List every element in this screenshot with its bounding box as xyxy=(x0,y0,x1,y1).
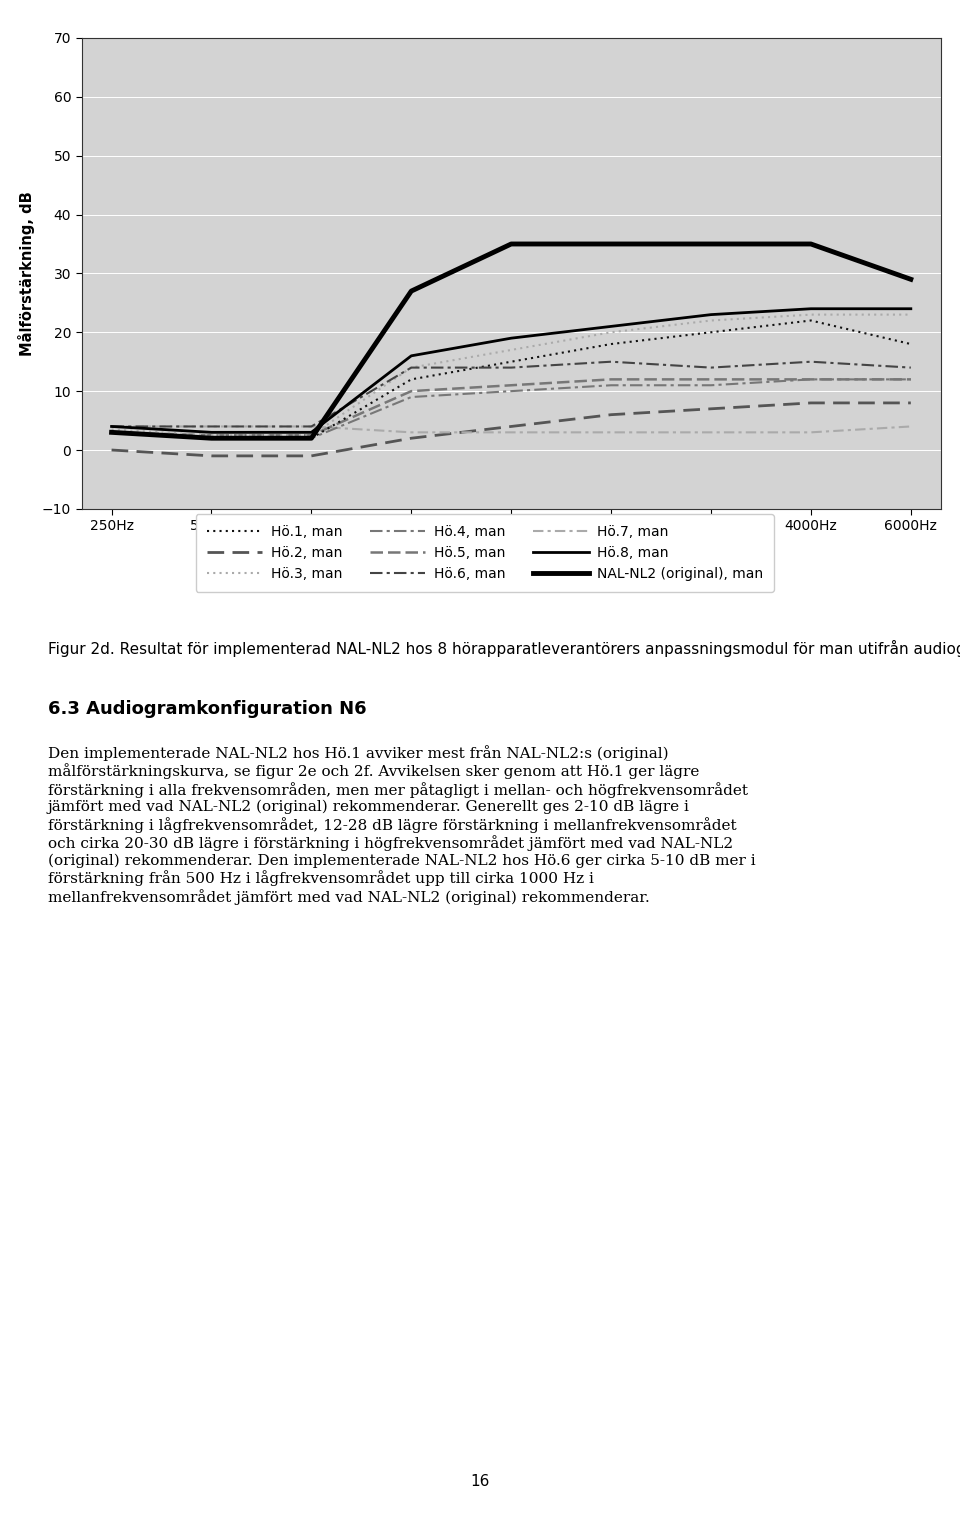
Legend: Hö.1, man, Hö.2, man, Hö.3, man, Hö.4, man, Hö.5, man, Hö.6, man, Hö.7, man, Hö.: Hö.1, man, Hö.2, man, Hö.3, man, Hö.4, m… xyxy=(196,513,774,592)
Text: Figur 2d. Resultat för implementerad NAL-NL2 hos 8 hörapparatleverantörers anpas: Figur 2d. Resultat för implementerad NAL… xyxy=(48,639,960,658)
Text: 6.3 Audiogramkonfiguration N6: 6.3 Audiogramkonfiguration N6 xyxy=(48,700,367,718)
Text: Den implementerade NAL-NL2 hos Hö.1 avviker mest från NAL-NL2:s (original)
målfö: Den implementerade NAL-NL2 hos Hö.1 avvi… xyxy=(48,744,756,905)
X-axis label: Frekvens, Hz: Frekvens, Hz xyxy=(456,542,566,556)
Text: 16: 16 xyxy=(470,1473,490,1489)
Y-axis label: Målförstärkning, dB: Målförstärkning, dB xyxy=(18,191,35,355)
